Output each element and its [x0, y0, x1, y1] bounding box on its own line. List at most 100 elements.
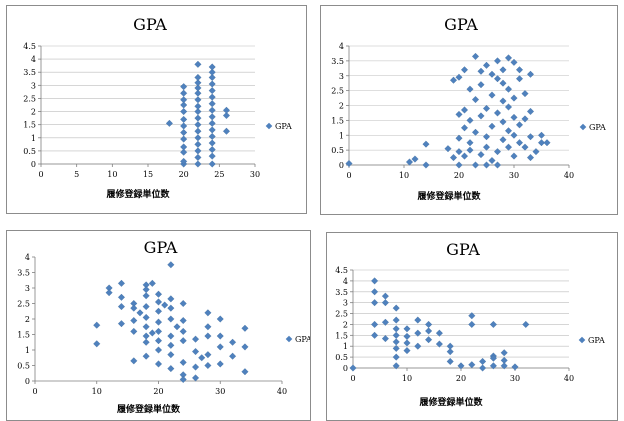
chart-title: GPA: [144, 238, 178, 257]
data-point: [466, 139, 474, 147]
data-point: [510, 113, 518, 121]
y-tick-label: 4: [339, 42, 344, 51]
data-point: [482, 161, 491, 169]
data-point: [479, 357, 487, 365]
data-point: [93, 321, 101, 329]
y-tick-label: 2: [339, 102, 344, 111]
data-point: [477, 112, 485, 120]
data-point: [130, 357, 138, 365]
y-tick-label: 1: [343, 342, 348, 351]
data-point: [392, 353, 400, 361]
data-point: [192, 335, 200, 343]
data-point: [167, 304, 175, 312]
scatter-chart-1: GPA 0 0.5 1 1.5 2 2.5 3 3.5 4 4.5 0 5 10 15 20 25 30 履修登録単…: [6, 5, 307, 214]
data-point: [345, 160, 353, 168]
data-point: [532, 148, 540, 156]
y-tick-label: 4: [25, 253, 30, 262]
data-point: [208, 73, 216, 81]
data-point: [93, 340, 101, 348]
data-point: [194, 140, 202, 148]
data-point: [194, 127, 202, 135]
legend-marker: [265, 122, 273, 130]
data-point: [511, 363, 519, 371]
data-point: [499, 79, 507, 87]
data-point: [500, 349, 508, 357]
data-point: [392, 362, 400, 370]
data-point: [208, 63, 216, 71]
data-point: [392, 316, 400, 324]
x-tick-label: 30: [509, 171, 519, 180]
x-tick-label: 10: [92, 387, 102, 396]
data-point: [216, 343, 224, 351]
data-point: [216, 332, 224, 340]
y-tick-label: 2: [343, 320, 348, 329]
x-tick-label: 15: [143, 170, 153, 179]
chart-title: GPA: [133, 15, 167, 34]
data-point: [471, 52, 480, 60]
data-point: [371, 299, 379, 307]
data-point: [142, 286, 150, 294]
data-point: [435, 340, 443, 348]
data-point: [229, 352, 237, 360]
y-tick-label: 3: [343, 299, 348, 308]
x-tick-label: 30: [510, 374, 520, 383]
y-tick-label: 0: [343, 364, 348, 373]
data-point: [229, 338, 237, 346]
x-axis-label: 履修登録単位数: [105, 188, 170, 200]
data-point: [468, 312, 476, 320]
data-point: [179, 375, 187, 383]
data-point: [457, 362, 465, 370]
data-point: [504, 85, 513, 93]
data-point: [460, 66, 469, 74]
y-tick-label: 0: [339, 161, 344, 170]
y-tick-label: 3: [339, 72, 344, 81]
data-point: [504, 54, 513, 62]
y-tick-label: 2.5: [335, 310, 348, 319]
data-point: [493, 161, 502, 169]
data-point: [392, 304, 400, 312]
data-point: [449, 154, 458, 162]
data-point: [194, 121, 202, 129]
data-point: [446, 348, 454, 356]
legend-marker: [578, 336, 586, 344]
data-point: [180, 115, 188, 123]
data-point: [154, 337, 163, 345]
y-tick-label: 2: [25, 315, 30, 324]
y-tick-label: 1.5: [23, 121, 36, 130]
x-tick-label: 40: [564, 374, 574, 383]
data-point: [403, 325, 411, 333]
y-tick-label: 2.5: [23, 94, 36, 103]
data-point: [488, 70, 496, 78]
data-point: [425, 327, 433, 335]
y-tick-label: 0.5: [331, 146, 344, 155]
data-point: [468, 361, 476, 369]
data-point: [526, 133, 535, 141]
data-point: [180, 157, 188, 165]
data-point: [208, 100, 216, 108]
data-point: [526, 107, 535, 115]
data-point: [499, 97, 507, 105]
data-point: [403, 339, 411, 347]
data-point: [477, 81, 485, 89]
data-point: [142, 332, 150, 340]
data-point: [194, 108, 202, 116]
y-tick-label: 1.5: [335, 331, 348, 340]
x-tick-label: 0: [350, 374, 355, 383]
data-point: [466, 146, 474, 154]
data-point: [180, 122, 188, 130]
scatter-chart-4: GPA 0 0.5 1 1.5 2 2.5 3 3.5 4 4.5 0 10 20 30 40 履修登録単位数 G…: [326, 232, 618, 421]
data-point: [381, 318, 389, 326]
data-point: [154, 307, 163, 315]
data-point: [194, 114, 202, 122]
data-point: [500, 362, 508, 370]
data-point: [117, 293, 125, 301]
data-point: [208, 126, 216, 134]
data-point: [371, 320, 379, 328]
legend-label: GPA: [295, 335, 310, 344]
data-point: [466, 116, 474, 124]
y-tick-label: 0: [31, 160, 36, 169]
data-point: [489, 362, 497, 370]
data-point: [154, 360, 163, 368]
data-point: [510, 94, 518, 102]
